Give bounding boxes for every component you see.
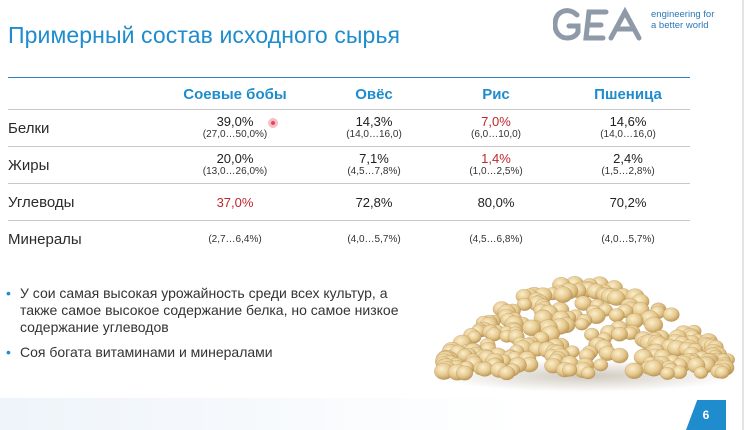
soybean: [644, 359, 664, 377]
cell-range: (4,0…5,7%): [347, 234, 401, 245]
cell-wheat-carbs: 70,2%: [580, 195, 676, 210]
column-header-oats: Овёс: [355, 86, 393, 103]
cell-value: 70,2%: [609, 195, 647, 210]
cell-oats-fats: 7,1% (4,5…7,8%): [326, 151, 422, 178]
cell-value: 20,0%: [216, 151, 254, 166]
cell-soy-minerals: (2,7…6,4%): [183, 234, 287, 246]
soybean: [659, 366, 675, 380]
soybean: [608, 308, 625, 323]
cell-value: 39,0%: [216, 114, 254, 129]
cell-value: 7,0%: [481, 114, 511, 129]
cell-range: (4,5…6,8%): [469, 234, 523, 245]
column-header-soy: Соевые бобы: [183, 86, 287, 103]
soybean: [553, 286, 573, 303]
cell-soy-fats: 20,0% (13,0…26,0%): [183, 151, 287, 178]
pointer-highlight-icon: [268, 118, 278, 128]
soybean: [607, 290, 626, 306]
cell-oats-carbs: 72,8%: [326, 195, 422, 210]
bullet-dot-icon: •: [6, 285, 11, 301]
bullet-text: Соя богата витаминами и минералами: [20, 344, 273, 360]
cell-range: (4,5…7,8%): [347, 166, 401, 177]
soybeans-image: [434, 276, 737, 392]
logo-tagline: engineering for a better world: [651, 9, 714, 31]
soybean: [693, 366, 709, 379]
cell-range: (4,0…5,7%): [601, 234, 655, 245]
bullet-list: • У сои самая высокая урожайность среди …: [6, 285, 406, 369]
cell-range: (1,0…2,5%): [469, 166, 523, 177]
table-row: Жиры 20,0% (13,0…26,0%) 7,1% (4,5…7,8%) …: [8, 147, 690, 184]
cell-range: (6,0…10,0): [470, 129, 522, 140]
table-header: Соевые бобы Овёс Рис Пшеница: [8, 78, 690, 110]
table-row: Минералы (2,7…6,4%) (4,0…5,7%) (4,5…6,8%…: [8, 221, 690, 257]
cell-wheat-proteins: 14,6% (14,0…16,0): [580, 114, 676, 141]
cell-rice-minerals: (4,5…6,8%): [448, 234, 544, 246]
cell-range: (2,7…6,4%): [208, 234, 262, 245]
cell-value: 7,1%: [359, 151, 389, 166]
soybean: [580, 366, 596, 380]
table-row: Белки 39,0% (27,0…50,0%) 14,3% (14,0…16,…: [8, 110, 690, 147]
cell-value: 37,0%: [216, 195, 254, 210]
slide-edge: [742, 0, 744, 430]
soybean: [611, 326, 628, 342]
row-label-fats: Жиры: [8, 157, 50, 174]
slide-footer: [0, 398, 744, 430]
table-top-divider: [8, 77, 690, 78]
row-label-carbs: Углеводы: [8, 194, 75, 211]
soybean: [624, 362, 644, 379]
cell-rice-fats: 1,4% (1,0…2,5%): [448, 151, 544, 178]
column-header-wheat: Пшеница: [594, 86, 662, 103]
soybean: [516, 297, 533, 312]
cell-value: 80,0%: [477, 195, 515, 210]
cell-wheat-minerals: (4,0…5,7%): [580, 234, 676, 246]
cell-value: 1,4%: [481, 151, 511, 166]
logo-tagline-line2: a better world: [651, 20, 709, 31]
cell-oats-minerals: (4,0…5,7%): [326, 234, 422, 246]
soybean: [521, 319, 542, 337]
cell-wheat-fats: 2,4% (1,5…2,8%): [580, 151, 676, 178]
cell-value: 72,8%: [355, 195, 393, 210]
cell-value: 14,6%: [609, 114, 647, 129]
cell-soy-proteins: 39,0% (27,0…50,0%): [183, 114, 287, 141]
logo-tagline-line1: engineering for: [651, 9, 715, 20]
soybean: [714, 365, 730, 379]
soybean: [561, 363, 578, 377]
soybean: [574, 317, 590, 331]
cell-oats-proteins: 14,3% (14,0…16,0): [326, 114, 422, 141]
cell-range: (14,0…16,0): [600, 129, 656, 140]
soybean: [593, 358, 609, 372]
row-label-minerals: Минералы: [8, 231, 82, 248]
cell-value: 14,3%: [355, 114, 393, 129]
gea-logo-icon: [552, 6, 642, 41]
soybean: [455, 365, 474, 381]
cell-value: 2,4%: [613, 151, 643, 166]
soybean: [498, 365, 516, 381]
soybean: [662, 307, 680, 322]
cell-range: (13,0…26,0%): [202, 166, 268, 177]
cell-rice-carbs: 80,0%: [448, 195, 544, 210]
gea-logo: engineering for a better world: [552, 5, 743, 49]
row-label-proteins: Белки: [8, 120, 50, 137]
bullet-text: У сои самая высокая урожайность среди вс…: [20, 285, 399, 335]
table-row: Углеводы 37,0% 72,8% 80,0% 70,2%: [8, 184, 690, 221]
cell-soy-carbs: 37,0%: [183, 195, 287, 210]
list-item: • Соя богата витаминами и минералами: [6, 344, 406, 361]
column-header-rice: Рис: [482, 86, 510, 103]
cell-range: (14,0…16,0): [346, 129, 402, 140]
soybean: [610, 347, 629, 364]
slide-title: Примерный состав исходного сырья: [8, 22, 401, 48]
list-item: • У сои самая высокая урожайность среди …: [6, 285, 406, 336]
cell-range: (1,5…2,8%): [601, 166, 655, 177]
cell-range: (27,0…50,0%): [202, 129, 268, 140]
cell-rice-proteins: 7,0% (6,0…10,0): [448, 114, 544, 141]
bullet-dot-icon: •: [6, 344, 11, 360]
